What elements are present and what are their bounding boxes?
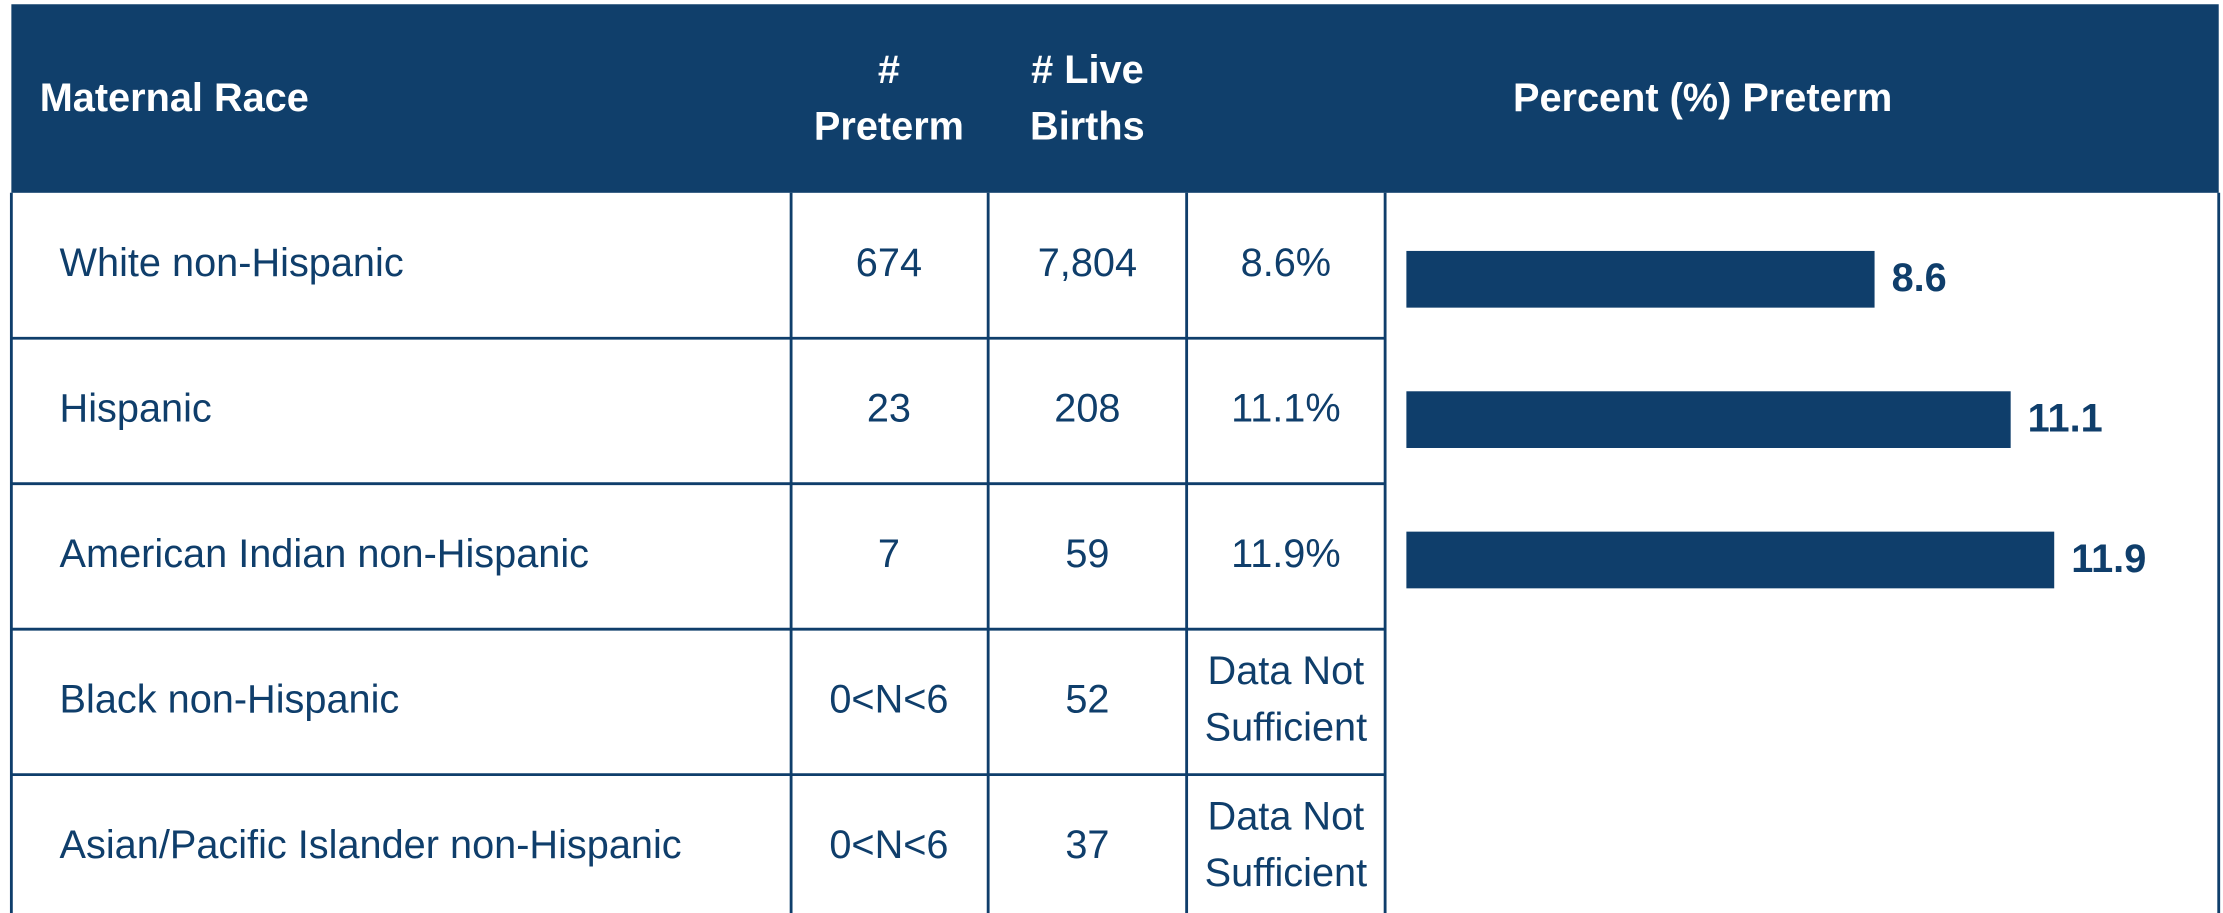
header-cell: Percent (%) Preterm <box>1513 76 1892 120</box>
cell: Sufficient <box>1205 706 1368 750</box>
header-cell: Births <box>1030 104 1145 148</box>
bar-label: 11.1 <box>2028 397 2103 441</box>
cell: 11.1% <box>1231 386 1341 430</box>
cell: White non-Hispanic <box>60 241 404 285</box>
cell: 0<N<6 <box>829 677 948 721</box>
cell: 59 <box>1065 532 1109 576</box>
cell: Sufficient <box>1205 851 1368 895</box>
bar <box>1406 531 2055 589</box>
cell: Hispanic <box>60 386 212 430</box>
cell: American Indian non-Hispanic <box>60 532 589 576</box>
cell: 8.6% <box>1241 241 1331 285</box>
cell: Asian/Pacific Islander non-Hispanic <box>60 823 682 867</box>
cell: Data Not <box>1208 794 1365 838</box>
bar <box>1406 250 1875 308</box>
header-band <box>11 4 2219 193</box>
cell: 208 <box>1054 386 1120 430</box>
cell: 23 <box>867 386 911 430</box>
cell: 11.9% <box>1231 532 1341 576</box>
bar <box>1406 391 2011 448</box>
cell: 674 <box>856 241 922 285</box>
bar-label: 8.6 <box>1892 256 1947 300</box>
header-cell: Maternal Race <box>40 76 309 120</box>
cell: 7,804 <box>1038 241 1137 285</box>
cell: 7 <box>878 532 900 576</box>
header-cell: Preterm <box>814 104 964 148</box>
bar-label: 11.9 <box>2071 537 2146 581</box>
header-cell: # Live <box>1031 48 1144 92</box>
cell: Data Not <box>1208 649 1365 693</box>
header-cell: # <box>878 48 900 92</box>
cell: Black non-Hispanic <box>60 677 400 721</box>
cell: 52 <box>1065 677 1109 721</box>
cell: 37 <box>1065 823 1109 867</box>
cell: 0<N<6 <box>829 823 948 867</box>
